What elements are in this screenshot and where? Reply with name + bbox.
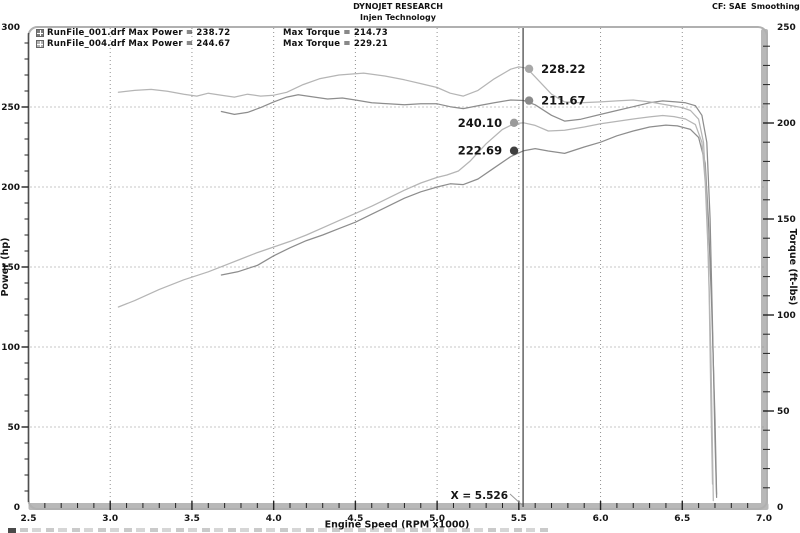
x-tick-label-5.0: 5.0 [429, 514, 445, 524]
y-left-axis-title: Power (hp) [0, 238, 11, 297]
x-tick-label-6.5: 6.5 [674, 514, 690, 524]
torque-tick-label-100: 100 [777, 311, 796, 321]
marker-value-label-240.10: 240.10 [458, 116, 502, 130]
x-tick-label-4.5: 4.5 [347, 514, 363, 524]
marker-value-label-211.67: 211.67 [541, 94, 585, 108]
x-tick-label-5.5: 5.5 [511, 514, 527, 524]
cursor-leader-line [509, 493, 523, 506]
power-tick-label-200: 200 [1, 183, 20, 193]
clipped-bottom-text [20, 528, 550, 532]
torque-tick-label-150: 150 [777, 215, 796, 225]
curve-RunFile_001-power [220, 124, 718, 495]
header-title: DYNOJET RESEARCH [353, 2, 443, 11]
x-tick-label-6.0: 6.0 [593, 514, 609, 524]
x-tick-label-2.5: 2.5 [21, 514, 37, 524]
torque-tick-label-200: 200 [777, 119, 796, 129]
x-tick-label-4.0: 4.0 [266, 514, 282, 524]
y-right-axis-title: Torque (ft-lbs) [787, 229, 798, 306]
power-tick-label-150: 150 [1, 263, 20, 273]
header-subtitle: Injen Technology [360, 13, 436, 22]
curve-RunFile_001-torque [220, 94, 718, 499]
torque-tick-label-50: 50 [777, 407, 790, 417]
marker-dot-211.67 [524, 96, 534, 105]
cursor-x-label: X = 5.526 [451, 490, 508, 502]
curve-RunFile_004-torque [117, 66, 714, 485]
power-tick-label-300: 300 [1, 23, 20, 33]
power-tick-label-0: 0 [14, 503, 20, 513]
legend-run004-power: RunFile_004.drf Max Power = 244.67 [47, 38, 231, 49]
power-tick-label-100: 100 [1, 343, 20, 353]
curve-RunFile_004-power [117, 114, 714, 502]
x-tick-label-3.0: 3.0 [102, 514, 118, 524]
run004-swatch-icon [36, 39, 44, 48]
smoothing-label: Smoothing: 5 [751, 2, 800, 11]
torque-tick-label-250: 250 [777, 23, 796, 33]
power-tick-label-250: 250 [1, 103, 20, 113]
x-tick-label-7.0: 7.0 [756, 514, 772, 524]
marker-dot-228.22 [524, 64, 534, 74]
run001-swatch-icon [36, 29, 44, 37]
plot-frame [27, 26, 768, 510]
x-axis-title: Engine Speed (RPM x1000) [325, 520, 470, 531]
correction-factor-label: CF: SAE [712, 2, 747, 11]
marker-value-label-222.69: 222.69 [458, 144, 502, 158]
legend-run001-torque: Max Torque = 214.73 [283, 28, 388, 38]
marker-dot-240.10 [509, 118, 519, 128]
power-tick-label-50: 50 [7, 423, 20, 433]
clipped-bottom-swatch-icon [8, 528, 16, 533]
marker-value-label-228.22: 228.22 [541, 62, 585, 76]
legend-run004-torque: Max Torque = 229.21 [283, 38, 388, 49]
legend-run001-power: RunFile_001.drf Max Power = 238.72 [47, 28, 231, 38]
marker-dot-222.69 [509, 146, 519, 155]
torque-tick-label-0: 0 [777, 503, 783, 513]
x-tick-label-3.5: 3.5 [184, 514, 200, 524]
